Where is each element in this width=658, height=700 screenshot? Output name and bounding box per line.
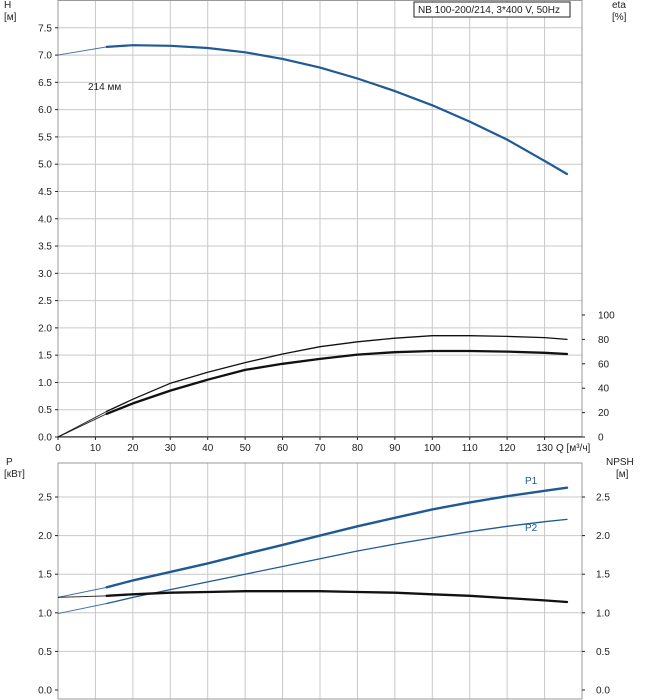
- x-tick-label: 50: [240, 443, 252, 454]
- top-left-axis-label-line1: H: [4, 0, 11, 11]
- p2-curve: [106, 518, 568, 605]
- h-curve: [105, 44, 569, 176]
- bottom-y-left-tick-label: 0.5: [38, 647, 52, 658]
- x-tick-label: 70: [314, 443, 326, 454]
- npsh-extrapolation: [57, 595, 107, 598]
- p1-curve: [105, 486, 569, 589]
- top-y-right-tick-label: 80: [598, 335, 610, 346]
- bottom-y-right-ticks: 0.0 0.5 1.0 1.5 2.0 2.5: [582, 493, 610, 697]
- x-tick-label: 30: [165, 443, 177, 454]
- top-y-left-tick-label: 2.0: [38, 323, 52, 334]
- top-y-right-tick-label: 40: [598, 384, 610, 395]
- title-box: NB 100-200/214, 3*400 V, 50Hz: [413, 1, 571, 18]
- top-y-left-tick-label: 5.0: [38, 160, 52, 171]
- power-npsh-panel: P [кВт] NPSH [м] 0.00.51.01.52.02.5 0.00…: [4, 457, 634, 700]
- top-y-left-tick-label: 1.5: [38, 351, 52, 362]
- top-right-axis-label-line1: eta: [612, 0, 626, 11]
- top-y-right-tick-label: 20: [598, 408, 610, 419]
- bottom-y-right-tick-label: 2.0: [596, 531, 610, 542]
- top-y-left-tick-label: 2.5: [38, 296, 52, 307]
- bottom-y-right-tick-label: 0.0: [596, 686, 610, 697]
- top-y-left-tick-label: 4.0: [38, 214, 52, 225]
- x-tick-label: 90: [389, 443, 401, 454]
- top-y-right-tick-label: 60: [598, 359, 610, 370]
- bottom-y-right-tick-label: 1.0: [596, 608, 610, 619]
- chart-title: NB 100-200/214, 3*400 V, 50Hz: [418, 5, 560, 16]
- bottom-right-axis-label-line1: NPSH: [606, 457, 634, 468]
- top-y-left-tick-label: 5.5: [38, 132, 52, 143]
- top-y-left-tick-label: 3.0: [38, 269, 52, 280]
- bottom-y-right-tick-label: 2.5: [596, 493, 610, 504]
- top-series: [57, 44, 569, 438]
- bottom-series: [57, 486, 569, 615]
- x-tick-label: 80: [352, 443, 364, 454]
- top-y-left-tick-label: 0.0: [38, 433, 52, 444]
- x-tick-label: 130: [536, 443, 553, 454]
- top-y-left-tick-label: 0.5: [38, 405, 52, 416]
- bottom-y-left-tick-label: 1.5: [38, 570, 52, 581]
- x-tick-label: 60: [277, 443, 289, 454]
- x-tick-label: 100: [424, 443, 441, 454]
- head-curve-label: 214 мм: [88, 82, 121, 93]
- top-y-right-tick-label: 0: [598, 433, 604, 444]
- bottom-y-left-tick-label: 2.5: [38, 493, 52, 504]
- bottom-y-right-tick-label: 0.5: [596, 647, 610, 658]
- head-efficiency-panel: H [м] eta [%] NB 100-200/214, 3*400 V, 5…: [4, 0, 627, 454]
- bottom-grid: [57, 463, 583, 699]
- p1-curve-label: P1: [525, 476, 538, 487]
- x-axis-label: Q [м³/ч]: [556, 443, 591, 454]
- bottom-y-left-tick-label: 0.0: [38, 686, 52, 697]
- top-y-left-ticks: 0.0 0.5 1.0 1.5 2.0 2.5 3.0 3.5 4.0 4.5 5.0 5.5 6.0 6…: [38, 23, 58, 444]
- bottom-y-left-ticks: 0.0 0.5 1.0 1.5 2.0 2.5: [38, 493, 58, 697]
- eta-thin-curve: [106, 335, 568, 413]
- top-y-left-tick-label: 1.0: [38, 378, 52, 389]
- x-tick-label: 10: [90, 443, 102, 454]
- bottom-right-axis-label: NPSH [м]: [606, 457, 634, 480]
- top-right-axis-label-line2: [%]: [612, 12, 627, 23]
- top-grid: [57, 0, 583, 437]
- bottom-y-left-tick-label: 2.0: [38, 531, 52, 542]
- x-tick-label: 0: [55, 443, 61, 454]
- x-tick-label: 20: [127, 443, 139, 454]
- top-y-left-tick-label: 4.5: [38, 187, 52, 198]
- p2-curve-label: P2: [525, 523, 538, 534]
- x-tick-label: 40: [202, 443, 214, 454]
- eta-thick-extrapolation: [57, 413, 107, 438]
- bottom-left-axis-label: P [кВт]: [4, 457, 25, 480]
- top-y-left-tick-label: 6.5: [38, 78, 52, 89]
- x-tick-label: 110: [462, 443, 478, 454]
- bottom-right-axis-label-line2: [м]: [616, 469, 629, 480]
- top-right-axis-label: eta [%]: [612, 0, 627, 23]
- top-y-right-ticks: 0 20 40 60 80 100: [582, 311, 615, 444]
- bottom-y-right-tick-label: 1.5: [596, 570, 610, 581]
- top-y-left-tick-label: 6.0: [38, 105, 52, 116]
- bottom-left-axis-label-line2: [кВт]: [4, 469, 25, 480]
- top-y-left-tick-label: 7.0: [38, 51, 52, 62]
- top-x-ticks: 0 10 20 30 40 50 60 70 80 90 100 110 120 130: [55, 437, 553, 454]
- npsh-curve: [105, 590, 569, 604]
- bottom-y-left-tick-label: 1.0: [38, 608, 52, 619]
- bottom-plot-frame: [57, 462, 583, 700]
- p2-extrapolation: [57, 603, 107, 615]
- p1-extrapolation: [57, 586, 107, 598]
- bottom-left-axis-label-line1: P: [6, 457, 13, 468]
- top-y-left-tick-label: 7.5: [38, 23, 52, 34]
- top-y-left-tick-label: 3.5: [38, 242, 52, 253]
- eta-thick-curve: [105, 349, 569, 415]
- x-tick-label: 120: [499, 443, 516, 454]
- h-extrapolation: [57, 46, 107, 56]
- top-y-right-tick-label: 100: [598, 311, 615, 322]
- top-left-axis-label-line2: [м]: [4, 12, 17, 23]
- top-left-axis-label: H [м]: [4, 0, 17, 23]
